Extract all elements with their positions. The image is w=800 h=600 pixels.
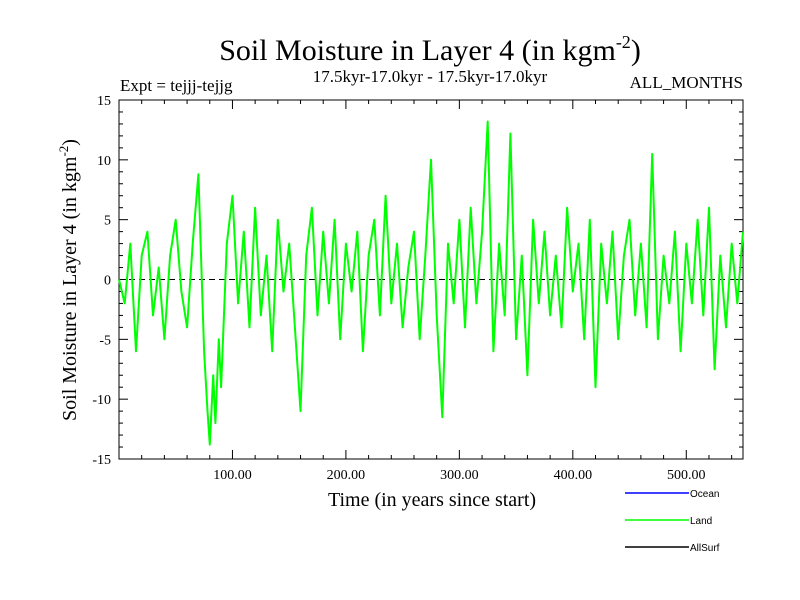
y-tick-label: 0	[104, 274, 111, 289]
x-tick-label: 200.00	[327, 468, 366, 483]
x-axis-label: Time (in years since start)	[328, 489, 536, 511]
chart-title: Soil Moisture in Layer 4 (in kgm-2)	[219, 32, 641, 67]
y-tick-label: -15	[92, 453, 111, 468]
expt-label: Expt = tejjj-tejjg	[120, 76, 233, 95]
x-tick-label: 400.00	[554, 468, 593, 483]
legend-label-land: Land	[690, 516, 712, 527]
series-line-land	[118, 120, 744, 446]
y-axis-label-close: )	[59, 139, 81, 146]
x-tick-label: 500.00	[667, 468, 706, 483]
x-tick-label: 100.00	[213, 468, 252, 483]
x-tick-label: 300.00	[440, 468, 479, 483]
period-label: 17.5kyr-17.0kyr - 17.5kyr-17.0kyr	[313, 67, 548, 86]
y-tick-label: -10	[92, 393, 111, 408]
legend: Ocean Land AllSurf	[625, 489, 720, 554]
legend-label-ocean: Ocean	[690, 489, 719, 500]
chart-title-close: )	[631, 34, 641, 67]
y-tick-label: 5	[104, 214, 111, 229]
chart-title-exponent: -2	[616, 32, 631, 52]
y-tick-label: 15	[97, 94, 111, 109]
legend-label-allsurf: AllSurf	[690, 543, 720, 554]
series-group	[118, 120, 744, 446]
y-axis-label-exponent: -2	[56, 146, 71, 157]
y-axis-label: Soil Moisture in Layer 4 (in kgm-2)	[56, 139, 81, 421]
y-tick-label: -5	[99, 333, 111, 348]
months-label: ALL_MONTHS	[630, 73, 743, 92]
y-tick-label: 10	[97, 154, 111, 169]
